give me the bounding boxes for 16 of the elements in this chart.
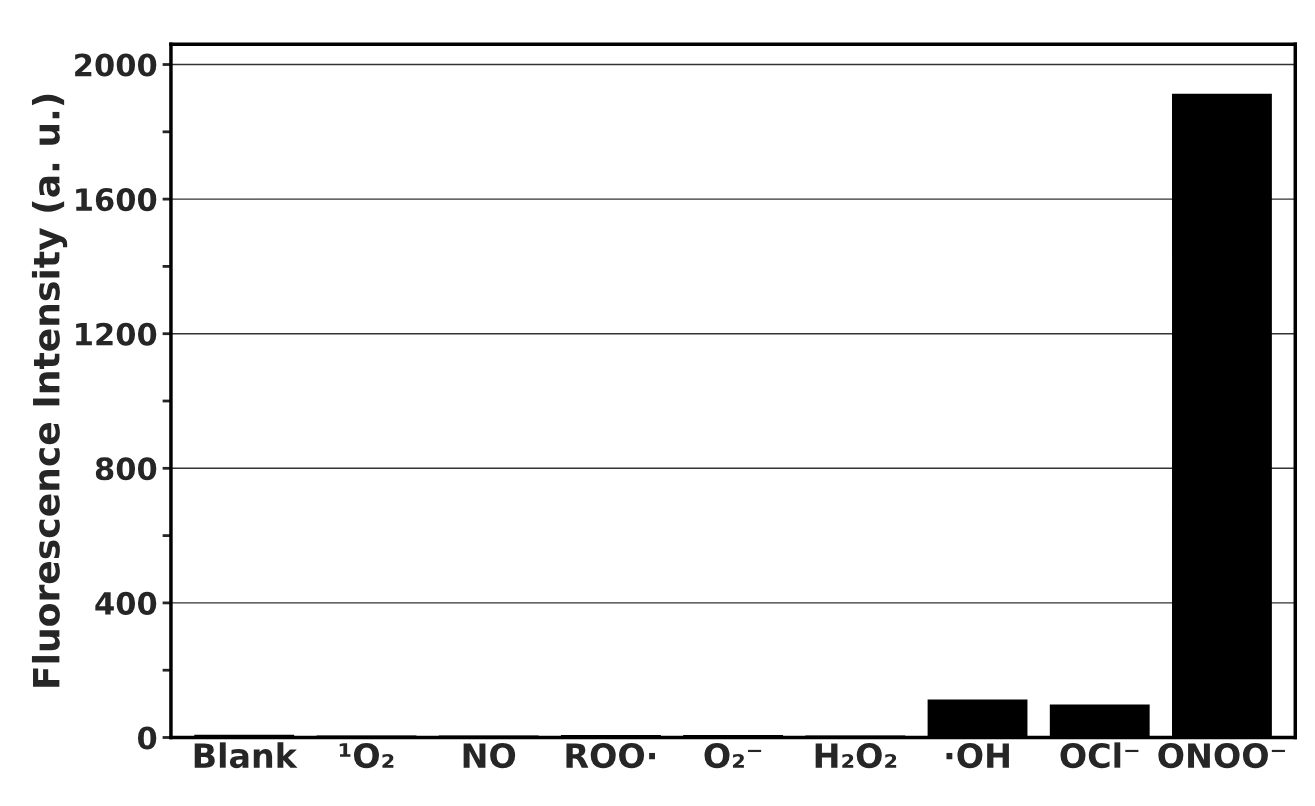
- x-tick-label: Blank: [194, 742, 298, 769]
- y-axis-title: Fluorescence Intensity (a. u.): [31, 94, 68, 687]
- x-tick-label: O₂⁻: [704, 742, 762, 769]
- x-tick-label: H₂O₂: [815, 742, 897, 769]
- x-tick-label: OCl⁻: [1060, 742, 1139, 769]
- y-tick-label: 0: [137, 726, 157, 750]
- x-tick-label: NO: [463, 742, 516, 769]
- x-tick-label: ·OH: [946, 742, 1009, 769]
- y-tick-label: 1200: [76, 322, 157, 346]
- x-tick-label: ROO·: [566, 742, 655, 769]
- y-tick-label: 800: [95, 457, 157, 481]
- y-tick-label: 2000: [75, 53, 157, 77]
- y-tick-label: 1600: [76, 188, 157, 212]
- x-tick-label: ¹O₂: [339, 742, 394, 769]
- x-tick-label: ONOO⁻: [1158, 742, 1285, 769]
- y-tick-label: 400: [95, 591, 157, 615]
